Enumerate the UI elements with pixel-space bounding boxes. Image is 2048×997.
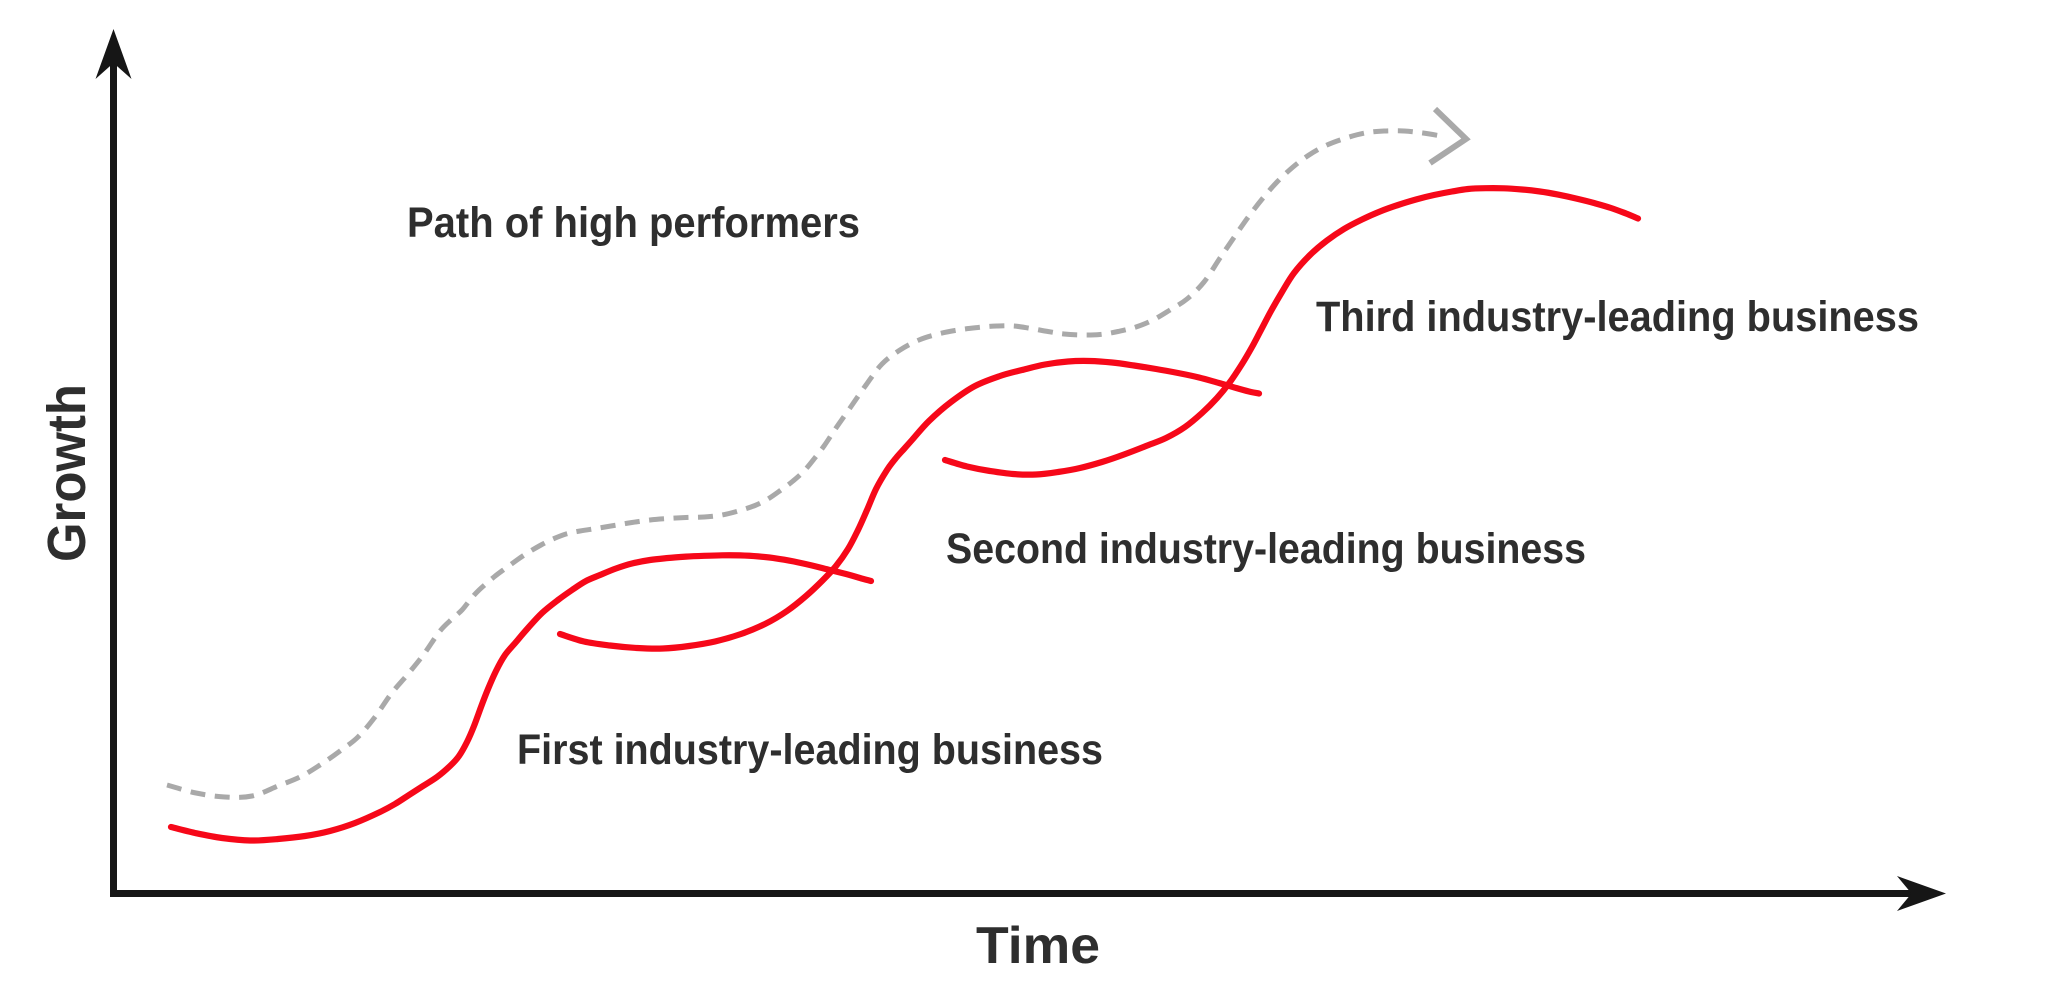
svg-text:Growth: Growth [37,384,97,562]
svg-text:Path of high performers: Path of high performers [407,199,860,247]
svg-text:Second industry-leading busine: Second industry-leading business [946,525,1586,573]
svg-text:Third industry-leading busines: Third industry-leading business [1316,293,1919,341]
svg-text:First industry-leading busines: First industry-leading business [517,726,1103,774]
svg-text:Time: Time [976,917,1100,975]
